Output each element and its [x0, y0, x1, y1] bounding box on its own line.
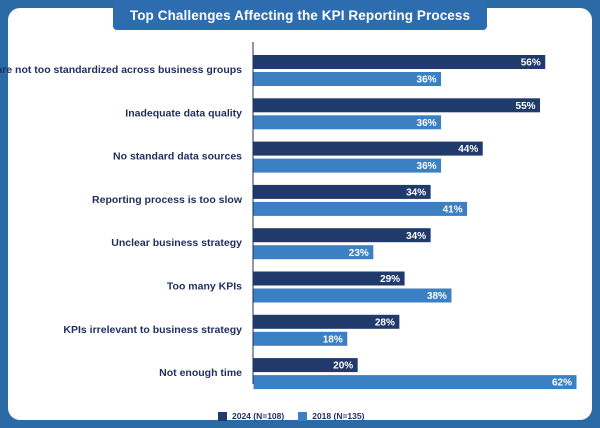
category-label: KPIs irrelevant to business strategy: [63, 324, 242, 336]
data-label: 28%: [375, 317, 395, 328]
data-label: 36%: [417, 161, 437, 172]
data-label: 29%: [380, 274, 400, 285]
bar-2018: [253, 158, 442, 173]
category-label: Not enough time: [159, 367, 242, 379]
category-label: No standard data sources: [113, 151, 242, 163]
legend-swatch-2024: [218, 411, 227, 421]
chart-legend: 2024 (N=108) 2018 (N=135): [218, 408, 364, 424]
data-label: 18%: [323, 334, 343, 345]
data-label: 34%: [406, 231, 426, 242]
bar-2018: [253, 201, 468, 216]
data-label: 36%: [417, 118, 437, 129]
legend-swatch-2018: [298, 411, 308, 421]
legend-label-2018: 2018 (N=135): [312, 411, 365, 421]
data-label: 56%: [521, 58, 541, 69]
bar-2024: [253, 98, 541, 113]
bar-2018: [253, 72, 442, 86]
data-label: 34%: [406, 188, 426, 199]
legend-item-2024: 2024 (N=108): [218, 411, 284, 421]
bar-2024: [253, 314, 400, 329]
bar-2024: [253, 55, 546, 69]
bar-2024: [253, 228, 431, 243]
bar-2024: [253, 271, 405, 286]
category-label: Reporting process is too slow: [92, 194, 243, 206]
data-label: 62%: [552, 378, 572, 389]
data-label: 20%: [333, 361, 353, 372]
bar-2018: [253, 245, 374, 260]
data-label: 36%: [417, 75, 437, 86]
category-label: Unclear business strategy: [111, 237, 242, 249]
bar-2024: [253, 184, 431, 199]
legend-label-2024: 2024 (N=108): [232, 411, 285, 421]
data-label: 55%: [516, 101, 536, 112]
chart-title: Top Challenges Affecting the KPI Reporti…: [113, 0, 487, 30]
legend-item-2018: 2018 (N=135): [298, 411, 364, 421]
bar-2024: [253, 141, 483, 156]
bar-2018: [253, 288, 452, 303]
data-label: 41%: [443, 205, 463, 216]
bar-2018: [253, 115, 442, 130]
bar-2018: [253, 331, 348, 346]
category-label: Too many KPIs: [167, 281, 242, 293]
bar-2018: [253, 375, 577, 390]
bar-2024: [253, 358, 358, 373]
data-label: 44%: [458, 144, 478, 155]
data-label: 38%: [427, 291, 447, 302]
category-label: Inadequate data quality: [125, 107, 242, 119]
data-label: 23%: [349, 248, 369, 259]
category-label: Measures are not too standardized across…: [0, 64, 242, 76]
